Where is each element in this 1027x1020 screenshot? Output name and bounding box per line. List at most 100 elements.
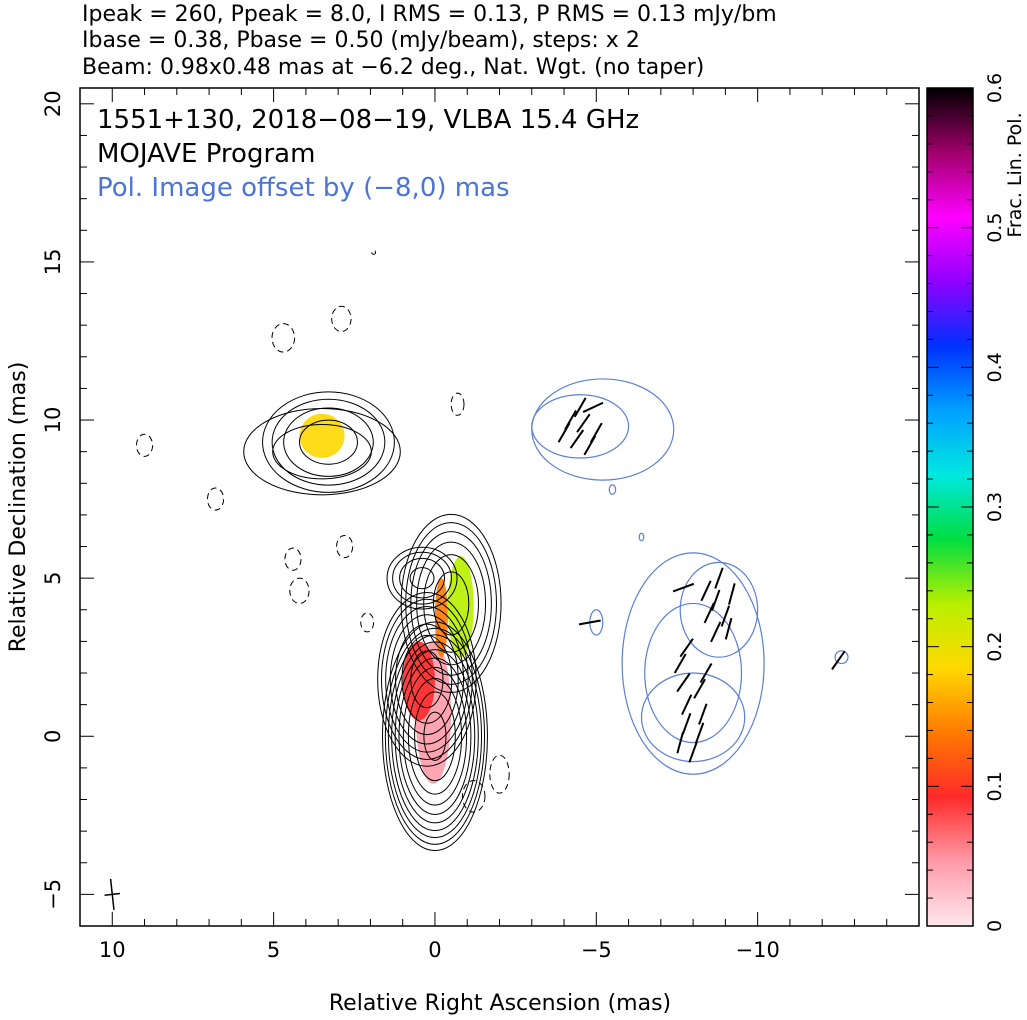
negative-contour-4 [284,547,302,571]
contour-northern-component-level-1 [271,398,386,486]
frac-pol-patch-knot-5mas-west [447,556,474,658]
negative-contour-0 [331,305,352,332]
pol-contour-1 [644,602,743,744]
evpa-vector-18 [679,638,694,658]
x-tick-label-4: −10 [735,938,779,962]
negative-contour-11 [371,250,377,255]
stokes-i-contours [243,391,502,852]
contour-knot-5mas-level-2 [410,531,492,676]
contour-knot-north-level-2 [399,557,445,599]
negative-contour-2 [206,487,225,511]
evpa-vector-14 [693,678,706,699]
header-line-3: Beam: 0.98x0.48 mas at −6.2 deg., Nat. W… [82,55,705,80]
evpa-vector-6 [582,401,604,413]
cbar-tick-label-6: 0.6 [984,73,1006,103]
contour-northern-halo-level-0 [243,407,401,496]
evpa-vector-4 [589,422,603,443]
evpa-vector-23 [728,583,736,605]
x-tick-label-2: 0 [428,938,441,962]
pol-contour-9 [608,484,617,495]
evpa-vector-22 [711,589,721,611]
colorbar-ticks: 0 0.1 0.2 0.3 0.4 0.5 0.6 [927,73,1006,932]
y-tick-label-0: −5 [41,879,65,910]
polarized-intensity-contours [531,378,849,775]
evpa-vector-27 [672,582,695,593]
evpa-vector-8 [681,712,692,735]
contour-inner-jet-level-5 [401,634,453,724]
evpa-vector-19 [710,621,722,643]
offset-note: Pol. Image offset by (−8,0) mas [97,173,510,203]
cbar-tick-label-3: 0.3 [984,492,1006,522]
evpa-vector-25 [714,567,724,589]
contour-northern-component-level-2 [283,407,374,477]
evpa-vector-20 [720,605,731,627]
contour-inner-jet-level-3 [389,614,465,745]
plot-background [80,88,919,926]
evpa-vector-17 [673,653,687,674]
cbar-tick-label-2: 0.2 [984,632,1006,662]
y-axis-label: Relative Declination (mas) [6,362,31,653]
pol-contour-3 [621,552,765,775]
evpa-vector-13 [681,694,693,716]
contour-inner-jet-level-0 [377,591,477,767]
evpa-vector-28 [831,650,846,670]
pol-contour-0 [640,672,746,763]
axis-ticks [80,88,919,926]
source-title: 1551+130, 2018−08−19, VLBA 15.4 GHz [97,105,639,135]
tick-labels: 10 5 0 −5 −10 −5 0 5 10 15 20 [41,90,780,962]
negative-contour-3 [135,433,154,457]
cbar-tick-label-1: 0.1 [984,771,1006,801]
header-line-1: Ipeak = 260, Ppeak = 8.0, I RMS = 0.13, … [82,2,777,27]
contour-core-level-7 [407,677,463,795]
evpa-vectors [557,397,846,763]
x-tick-label-1: 5 [267,938,280,962]
evpa-vector-1 [557,422,571,443]
y-tick-label-5: 20 [41,90,65,117]
evpa-vector-15 [676,672,691,693]
contour-inner-jet-level-6 [410,650,444,709]
evpa-vector-5 [576,413,591,433]
evpa-vector-11 [688,741,698,763]
colorbar-label: Frac. Lin. Pol. [1004,112,1026,237]
evpa-vector-16 [699,662,713,684]
cbar-tick-label-0: 0 [984,920,1006,932]
contour-knot-north-level-1 [392,551,452,605]
y-tick-label-2: 5 [41,571,65,584]
x-axis-label: Relative Right Ascension (mas) [329,991,671,1016]
contour-knot-north-level-0 [386,546,458,610]
contour-core-level-3 [391,641,479,832]
header-line-2: Ibase = 0.38, Pbase = 0.50 (mJy/beam), s… [82,28,640,53]
contour-core-level-6 [402,666,468,806]
contour-northern-component-level-0 [262,391,395,493]
plot-area [104,250,849,910]
cbar-tick-label-4: 0.4 [984,352,1006,382]
x-tick-label-3: −5 [581,938,612,962]
negative-contour-7 [461,780,486,813]
x-tick-label-0: 10 [99,938,126,962]
negative-contour-9 [450,392,465,416]
cbar-tick-label-5: 0.5 [984,213,1006,243]
contour-core-level-0 [381,621,488,852]
y-tick-label-4: 15 [41,249,65,276]
evpa-vector-7 [573,397,587,418]
negative-contours [135,250,510,813]
contour-knot-north-level-3 [409,567,435,590]
evpa-vector-21 [703,602,715,624]
program-label: MOJAVE Program [97,139,315,169]
contour-inner-jet-level-1 [380,598,473,760]
negative-contour-6 [489,754,510,794]
contour-knot-5mas-level-1 [405,522,497,685]
contour-knot-5mas-level-4 [423,554,479,653]
pol-contour-7 [834,650,849,665]
contour-inner-jet-level-4 [395,623,459,736]
evpa-vector-24 [700,580,712,602]
evpa-vector-12 [698,703,708,725]
beam-minor-axis [104,892,121,896]
evpa-vector-2 [569,429,585,449]
pol-contour-8 [638,532,645,542]
contour-inner-jet-level-2 [385,606,469,753]
evpa-vector-10 [676,731,685,754]
contour-core-level-9 [423,711,447,761]
pol-contour-2 [679,561,759,658]
contour-northern-halo-level-1 [272,423,372,480]
